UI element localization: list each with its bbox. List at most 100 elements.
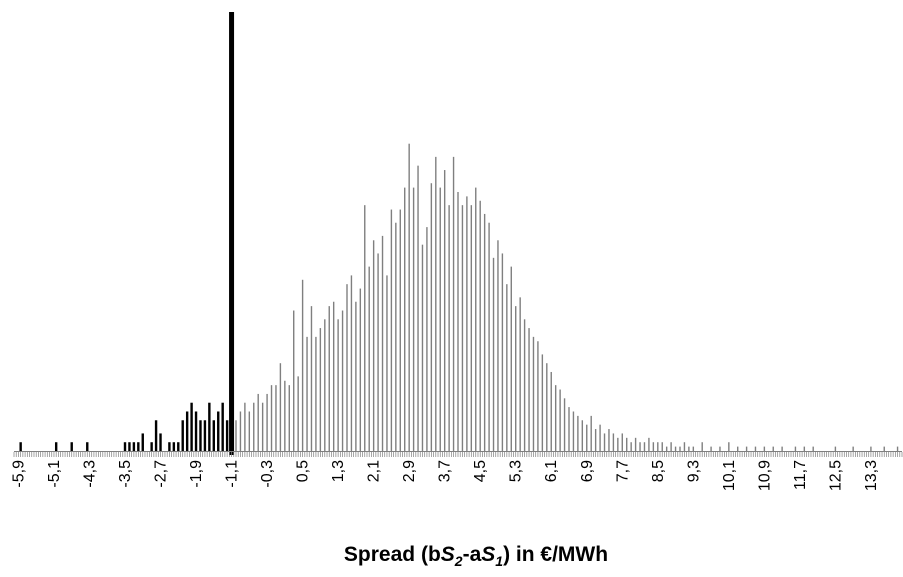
histogram-bar — [306, 336, 308, 451]
histogram-bar — [137, 442, 140, 451]
histogram-bar — [337, 319, 339, 451]
x-tick-label: -5,9 — [10, 460, 27, 488]
x-tick-label: -1,1 — [224, 460, 241, 488]
histogram-bar — [506, 284, 508, 451]
histogram-bar — [208, 402, 211, 451]
histogram-bar — [488, 222, 490, 451]
histogram-bar — [217, 411, 220, 451]
histogram-bar — [586, 424, 588, 451]
histogram-bar — [781, 446, 783, 451]
histogram-bar — [270, 385, 273, 451]
x-tick-label: 6,1 — [543, 460, 560, 482]
histogram-bar — [253, 402, 255, 451]
histogram-bar — [86, 442, 89, 451]
histogram-bar — [834, 446, 837, 451]
histogram-bar — [328, 306, 330, 451]
histogram-bar — [457, 191, 459, 452]
histogram-bar — [670, 442, 672, 451]
histogram-bar — [648, 437, 650, 451]
histogram-bar — [275, 385, 277, 451]
x-tick-labels: -5,9 -5,1 -4,3 -3,5 -2,7 -1,9 -1,1 -0,3 0,5 1,3 2,… — [10, 460, 879, 491]
histogram-bar — [257, 393, 259, 451]
histogram-bar — [368, 266, 370, 451]
histogram-bar — [497, 240, 499, 451]
x-tick-label: -4,3 — [81, 460, 98, 488]
histogram-bar — [261, 402, 264, 451]
histogram-bar — [199, 420, 202, 451]
histogram-bar — [301, 279, 304, 451]
histogram-bar — [492, 257, 495, 451]
x-tick-label: -2,7 — [153, 460, 170, 488]
histogram-bar — [679, 446, 681, 451]
histogram-bar — [395, 222, 397, 451]
histogram-bar — [235, 420, 237, 451]
histogram-bar — [528, 328, 530, 451]
histogram-bar — [190, 402, 193, 451]
histogram-bar — [346, 284, 348, 451]
histogram-bar — [319, 328, 322, 451]
histogram-bar — [284, 380, 286, 451]
histogram-bar — [572, 411, 575, 451]
histogram-bar — [168, 442, 171, 451]
threshold-line — [229, 12, 235, 455]
histogram-bar — [266, 393, 268, 451]
histogram-bar — [19, 442, 22, 451]
histogram-bar — [626, 437, 628, 451]
x-tick-label: 13,3 — [863, 460, 880, 491]
histogram-bar — [515, 306, 517, 451]
histogram-bar — [896, 446, 899, 451]
x-tick-label: 0,5 — [295, 460, 312, 482]
histogram-bar — [461, 205, 464, 451]
histogram-bar — [159, 433, 162, 451]
x-tick-label: 1,3 — [330, 460, 347, 482]
histogram-bar — [608, 429, 610, 451]
histogram-bar — [154, 420, 158, 451]
histogram-bar — [794, 446, 797, 451]
histogram-bar — [541, 354, 544, 451]
histogram-bar — [355, 301, 357, 451]
bars-below-threshold — [19, 402, 229, 451]
histogram-bar — [377, 253, 379, 451]
histogram-bar — [639, 442, 641, 451]
histogram-bar — [350, 275, 353, 451]
bars-above-threshold — [235, 143, 899, 452]
x-axis-minor-ticks — [13, 452, 903, 457]
x-tick-label: -5,1 — [46, 460, 63, 488]
histogram-bar — [466, 196, 468, 451]
histogram-bar — [185, 411, 189, 451]
histogram-bar — [563, 398, 566, 451]
x-tick-label: 10,1 — [721, 460, 738, 491]
histogram-bar — [364, 205, 366, 451]
x-tick-label: 3,7 — [437, 460, 454, 482]
histogram-bar — [519, 297, 521, 451]
histogram-bar — [128, 442, 131, 451]
x-tick-label: 8,5 — [650, 460, 667, 482]
histogram-bar — [754, 446, 757, 451]
histogram-bar — [701, 442, 703, 451]
x-tick-label: -0,3 — [259, 460, 276, 488]
histogram-bar — [719, 446, 721, 451]
x-tick-label: 7,7 — [614, 460, 631, 482]
histogram-bar — [554, 385, 557, 451]
histogram-bar — [448, 205, 450, 451]
histogram-bar — [581, 420, 584, 451]
x-tick-label: 2,1 — [366, 460, 383, 482]
histogram-bar — [359, 288, 362, 451]
histogram-bar — [212, 420, 215, 451]
histogram-bar — [594, 429, 597, 451]
x-tick-label: -3,5 — [117, 460, 134, 488]
histogram-bar — [439, 187, 441, 451]
histogram-bar — [630, 442, 632, 451]
histogram-bar — [559, 389, 561, 451]
histogram-bar — [772, 446, 774, 451]
histogram-bar — [412, 187, 415, 451]
histogram-bar — [203, 420, 207, 451]
histogram-bar — [643, 442, 646, 451]
histogram-bar — [870, 446, 872, 451]
histogram-bar — [279, 363, 282, 451]
histogram-bar — [470, 205, 473, 451]
histogram-bar — [435, 156, 437, 451]
histogram-bar — [568, 407, 570, 451]
histogram-bar — [692, 446, 695, 451]
